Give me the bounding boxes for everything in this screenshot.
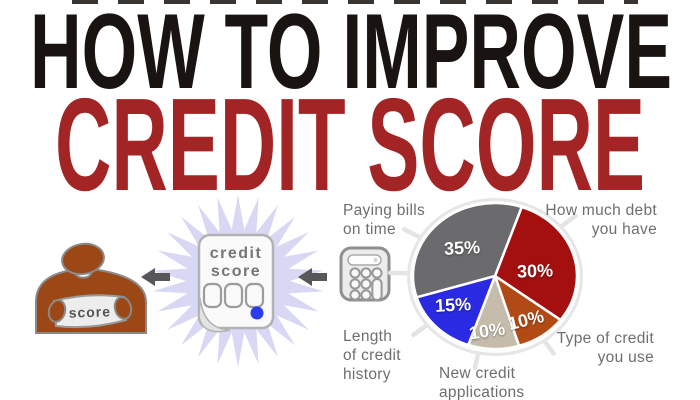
left-arrow-icon-2 xyxy=(298,268,327,286)
calculator-display-dot xyxy=(373,258,378,262)
blue-dot xyxy=(250,306,264,320)
pie-label-paying-bills: Paying bills on time xyxy=(343,202,426,238)
person-hand-right xyxy=(113,296,133,320)
pie-slice-how-much-debt xyxy=(493,205,579,322)
pie-chart: 30%10%10%15%35% xyxy=(387,198,583,370)
pie-label-type-of-credit: Type of credit you use xyxy=(556,330,654,366)
score-banner xyxy=(52,294,128,329)
score-digit-box xyxy=(223,282,244,309)
pie-percent-label: 10% xyxy=(468,319,506,344)
person-head xyxy=(61,242,105,276)
left-arrow-icon-1 xyxy=(141,268,170,286)
pie-tick xyxy=(387,270,413,276)
person-hand-left xyxy=(47,299,67,323)
pie-label-new-credit-applications: New credit applications xyxy=(439,365,525,400)
banner-score-text: score xyxy=(68,303,111,320)
pie-slice-paying-bills xyxy=(411,201,523,299)
calculator-icon xyxy=(339,246,391,302)
person-figure: score xyxy=(35,242,147,334)
document-word-score: score xyxy=(211,263,261,280)
calculator-buttons xyxy=(349,267,383,301)
title-line-1: HOW TO IMPROVE xyxy=(30,0,672,111)
pie-tick xyxy=(558,213,578,230)
pie-tick xyxy=(401,227,424,241)
cropped-text-artifact xyxy=(72,0,638,4)
title-line-2: CREDIT SCORE xyxy=(55,71,645,218)
pie-label-how-much-debt: How much debt you have xyxy=(545,202,657,238)
document-word-credit: credit xyxy=(210,245,263,262)
pie-percent-label: 15% xyxy=(434,294,471,316)
pie-percent-label: 35% xyxy=(443,237,480,259)
credit-score-document: credit score xyxy=(197,233,275,333)
pie-percent-label: 30% xyxy=(517,260,554,281)
score-digit-box xyxy=(202,282,223,309)
calculator-display xyxy=(347,254,382,266)
folded-corner xyxy=(198,297,231,333)
pie-label-length-of-credit-history: Length of credit history xyxy=(343,328,401,383)
